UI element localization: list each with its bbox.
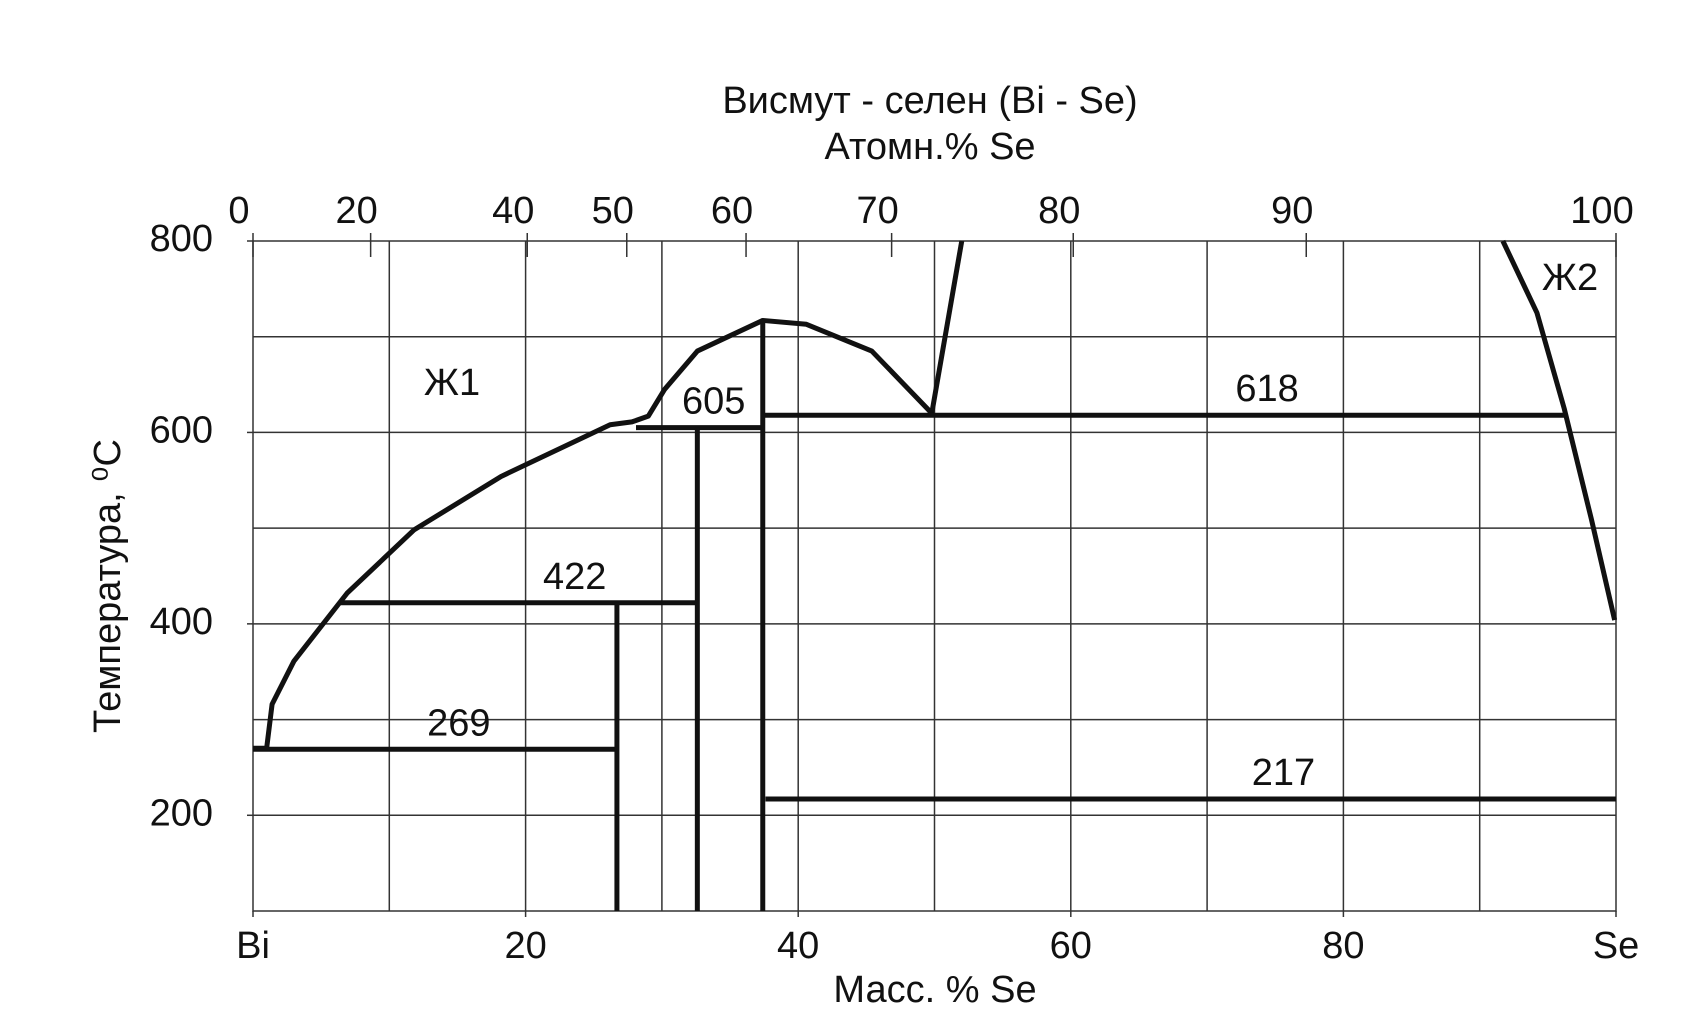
x-tick-label: Bi <box>236 925 270 967</box>
x2-tick-label: 70 <box>856 190 898 232</box>
y-tick-label: 200 <box>150 792 213 834</box>
x-tick-label: 60 <box>1050 925 1092 967</box>
y-tick-label: 800 <box>150 218 213 260</box>
x2-tick-label: 0 <box>228 190 249 232</box>
x-tick-label: 80 <box>1322 925 1364 967</box>
x2-tick-label: 40 <box>492 190 534 232</box>
plot-frame <box>252 240 1617 912</box>
x-tick-label: 40 <box>777 925 819 967</box>
x-axis-label: Масс. % Se <box>833 969 1036 1011</box>
x2-tick-label: 100 <box>1570 190 1633 232</box>
isotherm-label: 422 <box>543 556 606 598</box>
isotherm-label: 618 <box>1235 368 1298 410</box>
x2-tick-label: 60 <box>711 190 753 232</box>
x-tick-label: 20 <box>504 925 546 967</box>
y-tick-label: 400 <box>150 601 213 643</box>
x2-tick-label: 50 <box>592 190 634 232</box>
x2-axis-label: Атомн.% Se <box>824 126 1035 168</box>
y-axis-label: Температура, ⁰C <box>87 439 129 733</box>
x2-tick-label: 90 <box>1271 190 1313 232</box>
isotherm-label: 605 <box>682 381 745 423</box>
x2-tick-label: 80 <box>1038 190 1080 232</box>
y-tick-label: 600 <box>150 409 213 451</box>
x2-tick-label: 20 <box>335 190 377 232</box>
chart-title: Висмут - селен (Bi - Se) <box>722 80 1137 122</box>
isotherm-label: 269 <box>427 702 490 744</box>
x-tick-label: Se <box>1593 925 1639 967</box>
phase-boundary <box>1500 239 1618 621</box>
region-label: Ж2 <box>1542 257 1598 299</box>
region-label: Ж1 <box>424 362 480 404</box>
phase-boundary <box>253 317 934 751</box>
phase-line <box>929 240 965 414</box>
isotherm-label: 217 <box>1252 752 1315 794</box>
